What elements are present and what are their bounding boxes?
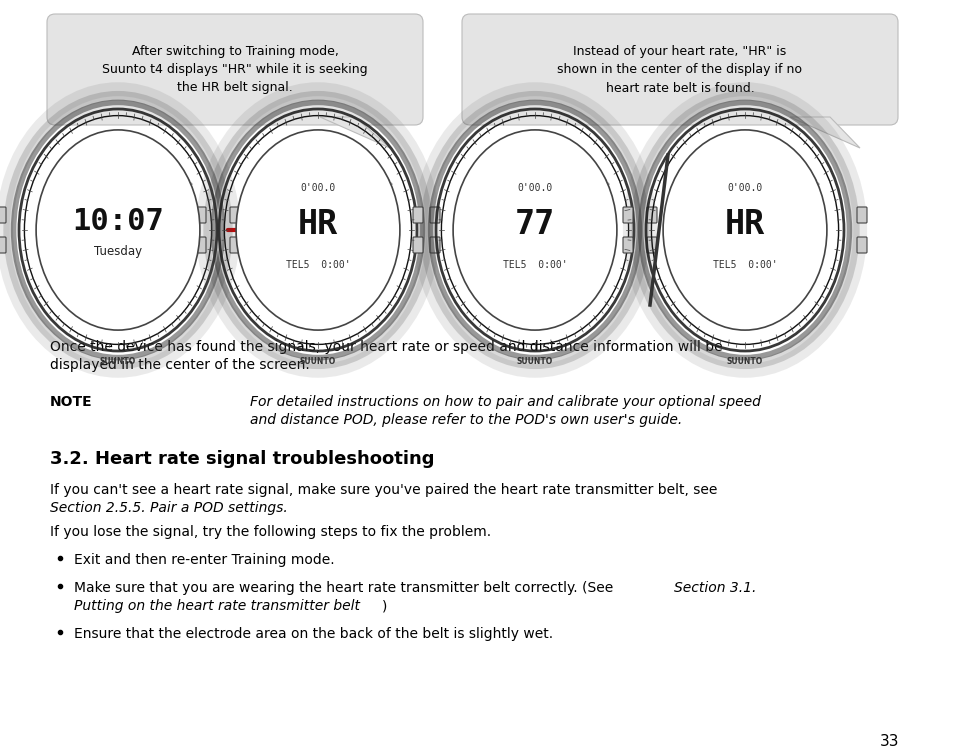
FancyBboxPatch shape — [230, 207, 240, 223]
Text: 10:07: 10:07 — [72, 207, 164, 237]
Text: After switching to Training mode,
Suunto t4 displays "HR" while it is seeking
th: After switching to Training mode, Suunto… — [102, 45, 368, 94]
Text: 160: 160 — [152, 141, 164, 151]
Text: 160: 160 — [568, 141, 580, 151]
Text: 180: 180 — [72, 141, 85, 151]
Ellipse shape — [662, 130, 826, 330]
Text: 190: 190 — [671, 175, 680, 188]
Text: SUUNTO: SUUNTO — [517, 358, 553, 367]
FancyBboxPatch shape — [0, 207, 6, 223]
Text: Section 3.1.: Section 3.1. — [673, 581, 756, 595]
Ellipse shape — [235, 130, 399, 330]
FancyBboxPatch shape — [413, 237, 422, 253]
Text: 3.2. Heart rate signal troubleshooting: 3.2. Heart rate signal troubleshooting — [50, 450, 434, 468]
Text: 150: 150 — [181, 175, 192, 187]
Ellipse shape — [36, 130, 200, 330]
Text: Ensure that the electrode area on the back of the belt is slightly wet.: Ensure that the electrode area on the ba… — [74, 627, 553, 641]
Text: 180: 180 — [272, 141, 284, 151]
Text: and distance POD, please refer to the POD's own user's guide.: and distance POD, please refer to the PO… — [250, 413, 681, 427]
Text: 160: 160 — [778, 141, 790, 151]
Text: HR: HR — [724, 209, 764, 241]
Text: SUUNTO: SUUNTO — [100, 358, 136, 367]
FancyBboxPatch shape — [622, 237, 633, 253]
Text: SUUNTO: SUUNTO — [299, 358, 335, 367]
Text: 0'00.0: 0'00.0 — [726, 183, 761, 193]
Text: 150: 150 — [807, 175, 818, 187]
Text: Once the device has found the signals, your heart rate or speed and distance inf: Once the device has found the signals, y… — [50, 340, 721, 354]
Text: 160: 160 — [351, 141, 363, 151]
Text: 170: 170 — [739, 130, 750, 136]
Text: 190: 190 — [244, 175, 253, 188]
FancyBboxPatch shape — [856, 207, 866, 223]
Polygon shape — [319, 117, 390, 148]
Text: Instead of your heart rate, "HR" is
shown in the center of the display if no
hea: Instead of your heart rate, "HR" is show… — [557, 45, 801, 94]
Text: If you lose the signal, try the following steps to fix the problem.: If you lose the signal, try the followin… — [50, 525, 491, 539]
FancyBboxPatch shape — [195, 207, 206, 223]
Text: 190: 190 — [45, 175, 54, 188]
Text: 33: 33 — [879, 734, 898, 749]
FancyBboxPatch shape — [195, 237, 206, 253]
FancyBboxPatch shape — [461, 14, 897, 125]
Text: TEL5  0:00': TEL5 0:00' — [285, 260, 350, 270]
Text: Exit and then re-enter Training mode.: Exit and then re-enter Training mode. — [74, 553, 335, 567]
Text: 77: 77 — [515, 209, 555, 241]
Text: For detailed instructions on how to pair and calibrate your optional speed: For detailed instructions on how to pair… — [250, 395, 760, 409]
Text: 180: 180 — [489, 141, 501, 151]
Text: 170: 170 — [528, 130, 540, 136]
Text: 0'00.0: 0'00.0 — [300, 183, 335, 193]
Text: 170: 170 — [112, 130, 124, 136]
FancyBboxPatch shape — [646, 237, 657, 253]
FancyBboxPatch shape — [646, 207, 657, 223]
FancyBboxPatch shape — [430, 207, 439, 223]
Text: NOTE: NOTE — [50, 395, 92, 409]
Polygon shape — [789, 117, 859, 148]
Text: Make sure that you are wearing the heart rate transmitter belt correctly. (See: Make sure that you are wearing the heart… — [74, 581, 617, 595]
Text: SUUNTO: SUUNTO — [726, 358, 762, 367]
Text: 0'00.0: 0'00.0 — [517, 183, 552, 193]
FancyBboxPatch shape — [430, 237, 439, 253]
Text: Tuesday: Tuesday — [93, 246, 142, 259]
Text: 150: 150 — [598, 175, 608, 187]
Text: 180: 180 — [699, 141, 711, 151]
Text: 170: 170 — [312, 130, 324, 136]
Text: TEL5  0:00': TEL5 0:00' — [502, 260, 567, 270]
Text: 150: 150 — [381, 175, 392, 187]
Text: If you can't see a heart rate signal, make sure you've paired the heart rate tra: If you can't see a heart rate signal, ma… — [50, 483, 717, 497]
Ellipse shape — [453, 130, 617, 330]
FancyBboxPatch shape — [856, 237, 866, 253]
Text: Putting on the heart rate transmitter belt: Putting on the heart rate transmitter be… — [74, 599, 359, 613]
FancyBboxPatch shape — [622, 207, 633, 223]
FancyBboxPatch shape — [413, 207, 422, 223]
Text: HR: HR — [297, 209, 337, 241]
FancyBboxPatch shape — [0, 237, 6, 253]
FancyBboxPatch shape — [47, 14, 422, 125]
Text: TEL5  0:00': TEL5 0:00' — [712, 260, 777, 270]
Text: Section 2.5.5. Pair a POD settings.: Section 2.5.5. Pair a POD settings. — [50, 501, 288, 515]
FancyBboxPatch shape — [230, 237, 240, 253]
Text: 190: 190 — [461, 175, 471, 188]
Text: ): ) — [381, 599, 387, 613]
Text: displayed in the center of the screen.: displayed in the center of the screen. — [50, 358, 310, 372]
